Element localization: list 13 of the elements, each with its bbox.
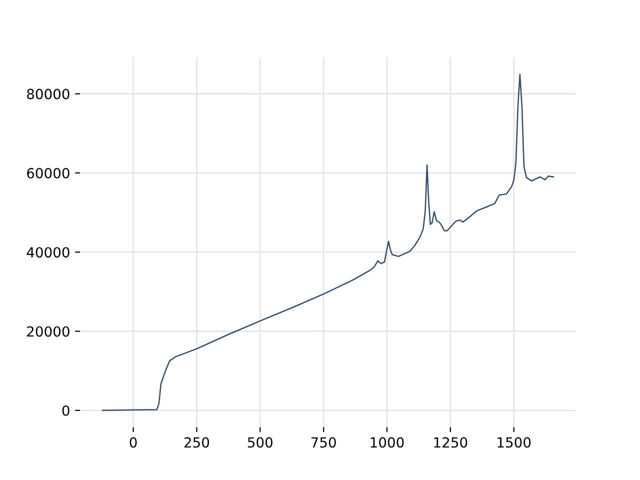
x-tick-label: 1000 (370, 437, 404, 448)
y-tick-label: 20000 (27, 326, 70, 337)
x-tick-label: 1500 (498, 437, 531, 448)
x-tick-label: 1250 (434, 437, 468, 448)
y-tick-label: 40000 (26, 247, 70, 258)
y-tick-label: 0 (62, 405, 70, 416)
x-tick-label: 250 (184, 437, 210, 448)
x-tick-label: 0 (130, 437, 137, 448)
x-tick-label: 750 (311, 437, 336, 448)
x-tick-label: 500 (248, 437, 272, 448)
y-tick-label: 60000 (27, 168, 70, 178)
line-series (102, 74, 554, 412)
y-tick-label: 80000 (27, 88, 70, 100)
